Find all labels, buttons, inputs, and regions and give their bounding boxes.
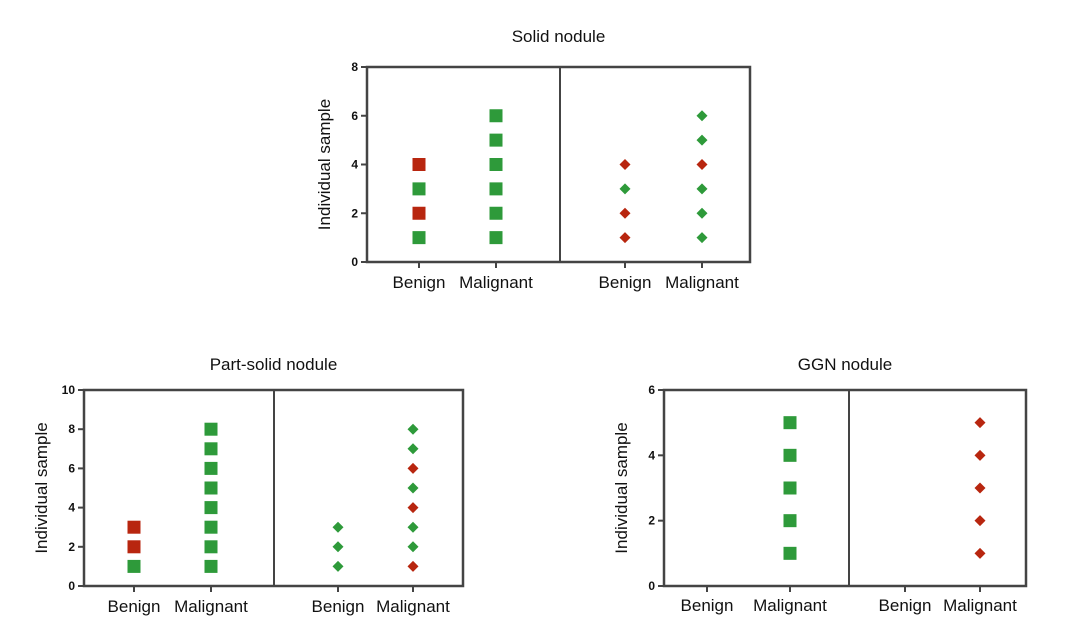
data-point-square (412, 206, 426, 220)
data-point-diamond (332, 541, 344, 553)
data-point-square (783, 481, 797, 495)
data-point-square (783, 514, 797, 528)
x-category-label: Benign (312, 597, 365, 616)
data-point-diamond (974, 482, 986, 494)
data-point-square (783, 416, 797, 430)
x-category-label: Malignant (665, 273, 739, 292)
data-point-diamond (407, 560, 419, 572)
y-tick-label: 0 (351, 255, 358, 269)
x-category-label: Malignant (943, 596, 1017, 615)
data-point-diamond (407, 462, 419, 474)
data-point-diamond (696, 232, 708, 244)
y-tick-label: 4 (648, 448, 655, 462)
data-point-square (204, 481, 218, 495)
data-point-square (204, 422, 218, 436)
data-point-square (204, 559, 218, 573)
y-tick-label: 2 (68, 540, 75, 554)
data-point-square (412, 182, 426, 196)
y-axis-label: Individual sample (315, 99, 334, 230)
data-point-square (489, 182, 503, 196)
y-tick-label: 4 (68, 501, 75, 515)
chart-title: Part-solid nodule (210, 355, 338, 374)
y-tick-label: 2 (648, 514, 655, 528)
data-point-diamond (332, 521, 344, 533)
x-category-label: Benign (393, 273, 446, 292)
data-point-diamond (696, 134, 708, 146)
y-tick-label: 0 (68, 579, 75, 593)
data-point-diamond (619, 159, 631, 170)
data-point-diamond (407, 521, 419, 533)
data-point-square (204, 520, 218, 534)
y-tick-label: 4 (351, 158, 358, 172)
y-tick-label: 6 (351, 109, 358, 123)
data-point-square (412, 231, 426, 245)
data-point-square (204, 501, 218, 515)
data-point-diamond (619, 183, 631, 195)
y-axis-label: Individual sample (612, 422, 631, 553)
x-category-label: Malignant (459, 273, 533, 292)
data-point-diamond (696, 159, 708, 170)
data-point-square (489, 231, 503, 245)
data-point-square (127, 559, 141, 573)
y-tick-label: 6 (68, 461, 75, 475)
x-category-label: Benign (108, 597, 161, 616)
data-point-square (204, 442, 218, 456)
data-point-diamond (407, 482, 419, 494)
data-point-square (204, 461, 218, 475)
y-tick-label: 8 (351, 60, 358, 74)
x-category-label: Malignant (376, 597, 450, 616)
data-point-diamond (407, 443, 419, 455)
data-point-diamond (696, 207, 708, 219)
chart-title: Solid nodule (512, 27, 606, 46)
y-axis-label: Individual sample (32, 422, 51, 553)
data-point-diamond (619, 207, 631, 219)
chart-title: GGN nodule (798, 355, 893, 374)
data-point-diamond (407, 502, 419, 514)
data-point-diamond (696, 110, 708, 122)
data-point-diamond (407, 541, 419, 553)
plot-frame (662, 388, 1028, 588)
x-category-label: Malignant (174, 597, 248, 616)
x-category-label: Benign (879, 596, 932, 615)
data-point-diamond (619, 232, 631, 244)
data-point-square (489, 158, 503, 171)
data-point-square (783, 546, 797, 560)
data-point-square (489, 109, 503, 123)
y-tick-label: 10 (62, 383, 76, 397)
data-point-square (489, 133, 503, 147)
data-point-diamond (407, 423, 419, 435)
y-tick-label: 2 (351, 206, 358, 220)
x-category-label: Malignant (753, 596, 827, 615)
data-point-square (127, 520, 141, 534)
chart-1: Part-solid nodule Individual sample 0 2 4 6 8 1… (32, 355, 465, 616)
x-category-label: Benign (599, 273, 652, 292)
data-point-diamond (332, 560, 344, 572)
y-tick-label: 0 (648, 579, 655, 593)
chart-0: Solid nodule Individual sample 0 2 4 6 8 Benign… (315, 27, 752, 292)
data-point-diamond (974, 449, 986, 461)
x-category-label: Benign (681, 596, 734, 615)
data-point-square (783, 448, 797, 462)
y-tick-label: 6 (648, 383, 655, 397)
y-tick-label: 8 (68, 422, 75, 436)
chart-2: GGN nodule Individual sample 0 2 4 6 Benign Mal… (612, 355, 1028, 615)
data-point-square (412, 158, 426, 171)
data-point-diamond (974, 547, 986, 559)
data-point-square (489, 206, 503, 220)
data-point-diamond (696, 183, 708, 195)
data-point-diamond (974, 417, 986, 429)
data-point-diamond (974, 515, 986, 527)
data-point-square (204, 540, 218, 554)
data-point-square (127, 540, 141, 554)
